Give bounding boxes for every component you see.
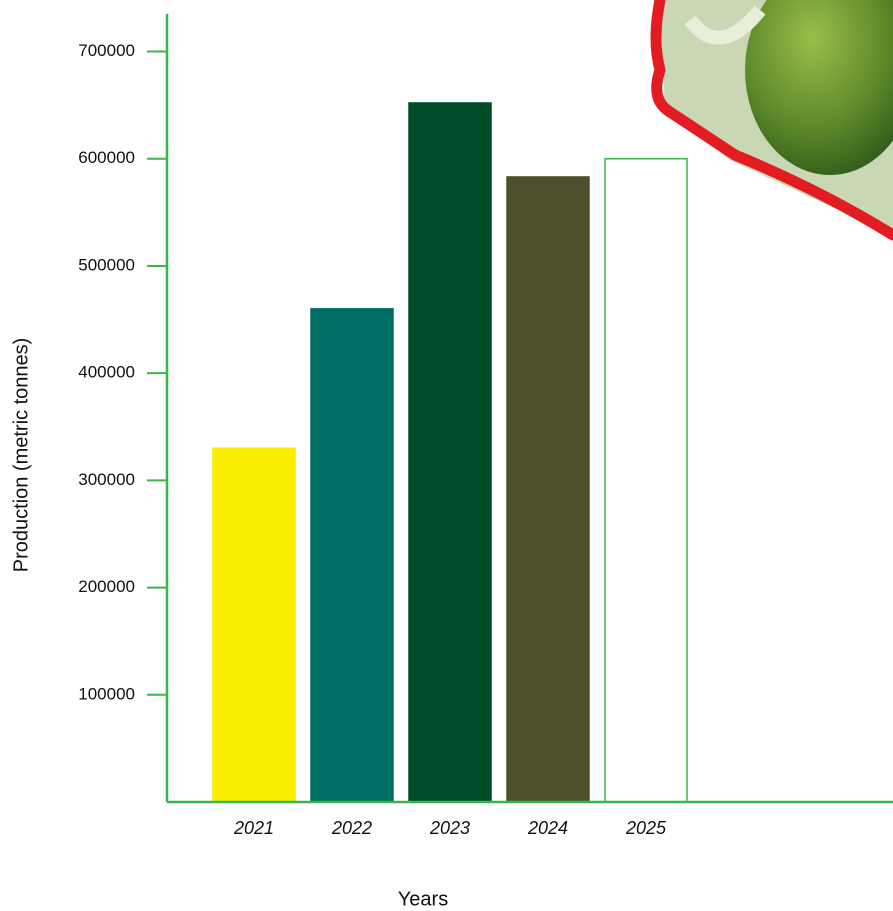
- y-axis-label: Production (metric tonnes): [10, 338, 32, 573]
- x-tick-label: 2023: [429, 818, 470, 838]
- x-tick-label: 2025: [625, 818, 667, 838]
- bar: [408, 102, 492, 803]
- x-tick-label: 2022: [331, 818, 372, 838]
- x-axis-label: Years: [398, 888, 448, 910]
- y-tick-label: 200000: [78, 577, 135, 596]
- bar: [310, 308, 394, 803]
- y-tick-label: 600000: [78, 148, 135, 167]
- y-tick-label: 400000: [78, 363, 135, 382]
- x-tick-label: 2021: [233, 818, 274, 838]
- bar: [604, 157, 688, 803]
- bar: [506, 176, 590, 803]
- y-tick-label: 100000: [78, 684, 135, 703]
- y-tick-label: 300000: [78, 470, 135, 489]
- y-tick-label: 700000: [78, 41, 135, 60]
- x-tick-label: 2024: [527, 818, 568, 838]
- bar: [212, 447, 296, 803]
- decor-photo: [650, 0, 893, 241]
- y-tick-label: 500000: [78, 255, 135, 274]
